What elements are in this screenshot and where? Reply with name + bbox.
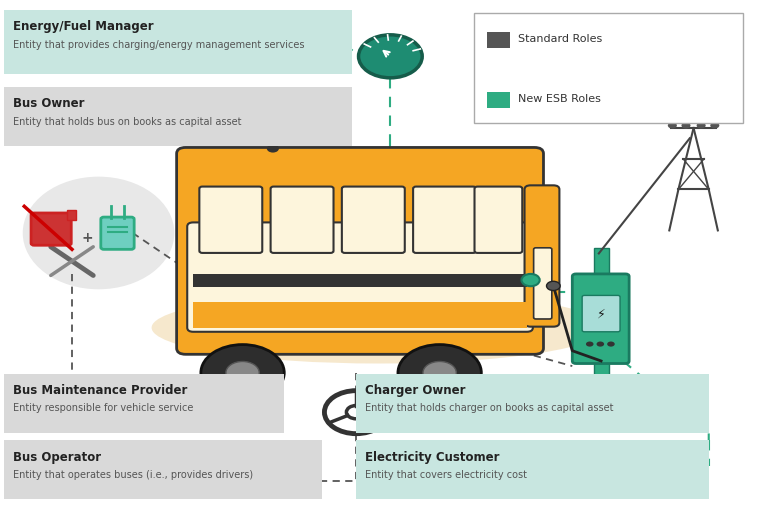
- FancyBboxPatch shape: [525, 185, 559, 327]
- Circle shape: [423, 361, 456, 384]
- Text: +: +: [81, 231, 93, 245]
- FancyBboxPatch shape: [413, 186, 476, 253]
- Circle shape: [586, 342, 594, 347]
- Text: New ESB Roles: New ESB Roles: [518, 94, 600, 104]
- Circle shape: [398, 345, 481, 401]
- Circle shape: [226, 361, 259, 384]
- FancyBboxPatch shape: [4, 10, 352, 74]
- Circle shape: [710, 122, 719, 129]
- FancyBboxPatch shape: [4, 440, 322, 499]
- Text: Bus Operator: Bus Operator: [13, 451, 101, 463]
- Text: Bus Maintenance Provider: Bus Maintenance Provider: [13, 384, 187, 397]
- Bar: [487, 92, 510, 108]
- FancyBboxPatch shape: [356, 440, 709, 499]
- Text: Entity responsible for vehicle service: Entity responsible for vehicle service: [13, 403, 193, 414]
- FancyBboxPatch shape: [271, 186, 334, 253]
- Text: Entity that holds bus on books as capital asset: Entity that holds bus on books as capita…: [13, 117, 241, 127]
- Circle shape: [607, 342, 615, 347]
- FancyBboxPatch shape: [199, 186, 262, 253]
- FancyBboxPatch shape: [475, 186, 522, 253]
- Bar: [594, 248, 609, 392]
- Text: Standard Roles: Standard Roles: [518, 34, 602, 45]
- Circle shape: [359, 35, 422, 78]
- Text: Entity that holds charger on books as capital asset: Entity that holds charger on books as ca…: [365, 403, 614, 414]
- Bar: [487, 32, 510, 48]
- Text: Energy/Fuel Manager: Energy/Fuel Manager: [13, 20, 154, 33]
- Bar: [193, 302, 527, 328]
- FancyBboxPatch shape: [356, 374, 709, 433]
- Text: ⚡: ⚡: [597, 307, 606, 321]
- FancyBboxPatch shape: [31, 213, 71, 245]
- FancyBboxPatch shape: [582, 295, 620, 332]
- Text: Entity that covers electricity cost: Entity that covers electricity cost: [365, 470, 528, 480]
- FancyBboxPatch shape: [187, 222, 533, 332]
- Circle shape: [522, 274, 540, 286]
- Text: Charger Owner: Charger Owner: [365, 384, 466, 397]
- Circle shape: [697, 122, 706, 129]
- Circle shape: [681, 122, 691, 129]
- FancyBboxPatch shape: [572, 274, 629, 364]
- Ellipse shape: [23, 177, 174, 289]
- FancyBboxPatch shape: [4, 87, 352, 146]
- Text: Electricity Customer: Electricity Customer: [365, 451, 500, 463]
- Text: Bus Owner: Bus Owner: [13, 97, 84, 110]
- Circle shape: [668, 122, 677, 129]
- Bar: [67, 210, 76, 220]
- Ellipse shape: [152, 292, 606, 364]
- Bar: [193, 274, 527, 287]
- FancyBboxPatch shape: [177, 147, 543, 354]
- FancyBboxPatch shape: [4, 374, 284, 433]
- Circle shape: [547, 281, 560, 290]
- Circle shape: [267, 144, 279, 153]
- FancyBboxPatch shape: [101, 217, 134, 249]
- Text: Entity that provides charging/energy management services: Entity that provides charging/energy man…: [13, 40, 305, 50]
- FancyBboxPatch shape: [342, 186, 405, 253]
- Text: Entity that operates buses (i.e., provides drivers): Entity that operates buses (i.e., provid…: [13, 470, 253, 480]
- FancyBboxPatch shape: [474, 13, 743, 123]
- FancyBboxPatch shape: [534, 248, 552, 319]
- Circle shape: [597, 342, 604, 347]
- Circle shape: [201, 345, 284, 401]
- Bar: [574, 383, 628, 394]
